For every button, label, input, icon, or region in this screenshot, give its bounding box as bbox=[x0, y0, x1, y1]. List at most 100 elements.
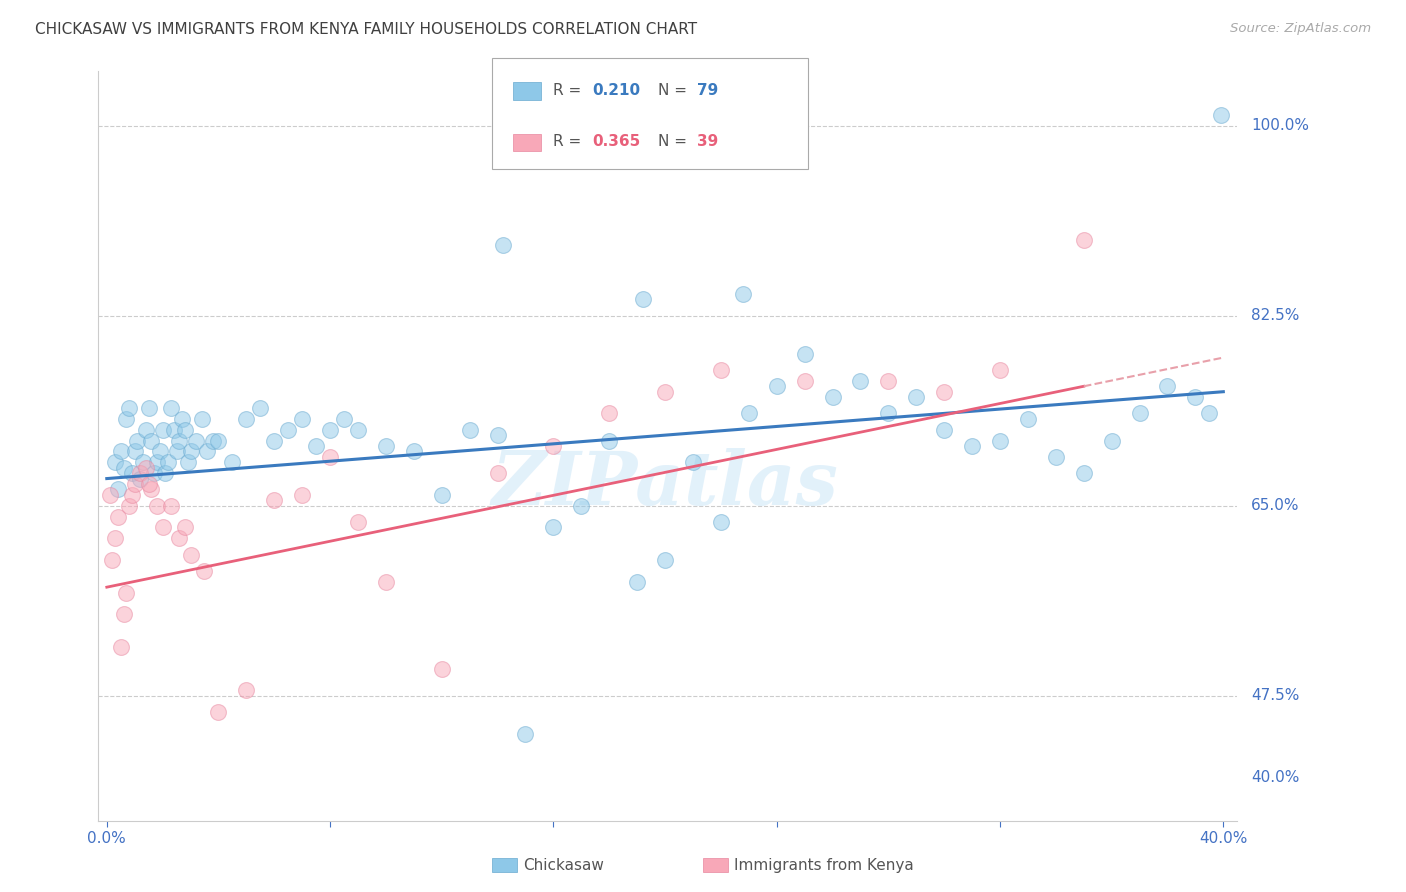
Point bbox=[163, 423, 186, 437]
Point bbox=[333, 412, 356, 426]
Point bbox=[458, 423, 481, 437]
Point bbox=[347, 515, 370, 529]
Point bbox=[127, 434, 149, 448]
Point bbox=[141, 434, 163, 448]
Point bbox=[1184, 390, 1206, 404]
Point bbox=[430, 662, 453, 676]
Point bbox=[402, 444, 425, 458]
Point bbox=[146, 499, 169, 513]
Text: N =: N = bbox=[658, 134, 692, 149]
Text: 0.365: 0.365 bbox=[592, 134, 640, 149]
Point bbox=[1156, 379, 1178, 393]
Point bbox=[132, 455, 155, 469]
Point bbox=[877, 406, 900, 420]
Text: R =: R = bbox=[553, 83, 586, 98]
Text: CHICKASAW VS IMMIGRANTS FROM KENYA FAMILY HOUSEHOLDS CORRELATION CHART: CHICKASAW VS IMMIGRANTS FROM KENYA FAMIL… bbox=[35, 22, 697, 37]
Point bbox=[169, 531, 191, 545]
Point bbox=[115, 585, 138, 599]
Point bbox=[430, 488, 453, 502]
Point bbox=[135, 460, 157, 475]
Point bbox=[765, 379, 787, 393]
Point bbox=[138, 477, 160, 491]
Point bbox=[107, 509, 129, 524]
Point bbox=[141, 483, 163, 497]
Point bbox=[249, 401, 271, 415]
Point bbox=[101, 553, 124, 567]
Point bbox=[598, 406, 620, 420]
Point bbox=[738, 406, 761, 420]
Point bbox=[733, 287, 755, 301]
Point bbox=[905, 390, 928, 404]
Point bbox=[138, 401, 160, 415]
Point bbox=[988, 363, 1011, 377]
Point bbox=[654, 553, 676, 567]
Point bbox=[1073, 233, 1095, 247]
Point bbox=[263, 434, 285, 448]
Point bbox=[135, 423, 157, 437]
Point bbox=[143, 466, 166, 480]
Point bbox=[98, 488, 121, 502]
Point bbox=[1073, 466, 1095, 480]
Point bbox=[129, 466, 152, 480]
Point bbox=[104, 455, 127, 469]
Point bbox=[598, 434, 620, 448]
Point bbox=[160, 401, 183, 415]
Point bbox=[118, 499, 141, 513]
Point bbox=[960, 439, 983, 453]
Point bbox=[107, 483, 129, 497]
Point bbox=[305, 439, 328, 453]
Point bbox=[1101, 434, 1123, 448]
Point bbox=[152, 423, 174, 437]
Point bbox=[710, 515, 733, 529]
Point bbox=[115, 412, 138, 426]
Point bbox=[129, 472, 152, 486]
Point bbox=[515, 727, 537, 741]
Point bbox=[347, 423, 370, 437]
Point bbox=[291, 412, 314, 426]
Point bbox=[104, 531, 127, 545]
Text: 79: 79 bbox=[697, 83, 718, 98]
Point bbox=[374, 574, 396, 589]
Point bbox=[319, 423, 342, 437]
Point bbox=[626, 574, 648, 589]
Text: 40.0%: 40.0% bbox=[1251, 770, 1299, 785]
Text: 39: 39 bbox=[697, 134, 718, 149]
Text: Chickasaw: Chickasaw bbox=[523, 858, 605, 872]
Point bbox=[190, 412, 212, 426]
Point bbox=[169, 434, 191, 448]
Point bbox=[1129, 406, 1152, 420]
Point bbox=[110, 444, 132, 458]
Point bbox=[1198, 406, 1220, 420]
Point bbox=[934, 423, 956, 437]
Point bbox=[180, 548, 202, 562]
Point bbox=[146, 455, 169, 469]
Point bbox=[180, 444, 202, 458]
Point bbox=[160, 499, 183, 513]
Point bbox=[166, 444, 188, 458]
Point bbox=[157, 455, 180, 469]
Point bbox=[793, 347, 815, 361]
Text: 0.210: 0.210 bbox=[592, 83, 640, 98]
Point bbox=[152, 520, 174, 534]
Point bbox=[821, 390, 844, 404]
Point bbox=[374, 439, 396, 453]
Text: ZIPatlas: ZIPatlas bbox=[492, 448, 838, 520]
Point bbox=[486, 428, 509, 442]
Point bbox=[207, 705, 229, 719]
Point bbox=[155, 466, 177, 480]
Text: Immigrants from Kenya: Immigrants from Kenya bbox=[734, 858, 914, 872]
Point bbox=[112, 607, 135, 622]
Point bbox=[149, 444, 172, 458]
Point bbox=[118, 401, 141, 415]
Point bbox=[235, 683, 257, 698]
Point bbox=[492, 238, 515, 252]
Point bbox=[569, 499, 592, 513]
Point bbox=[184, 434, 207, 448]
Text: Source: ZipAtlas.com: Source: ZipAtlas.com bbox=[1230, 22, 1371, 36]
Point bbox=[543, 520, 565, 534]
Point bbox=[124, 444, 146, 458]
Point bbox=[793, 374, 815, 388]
Point bbox=[172, 412, 194, 426]
Point bbox=[263, 493, 285, 508]
Point bbox=[710, 363, 733, 377]
